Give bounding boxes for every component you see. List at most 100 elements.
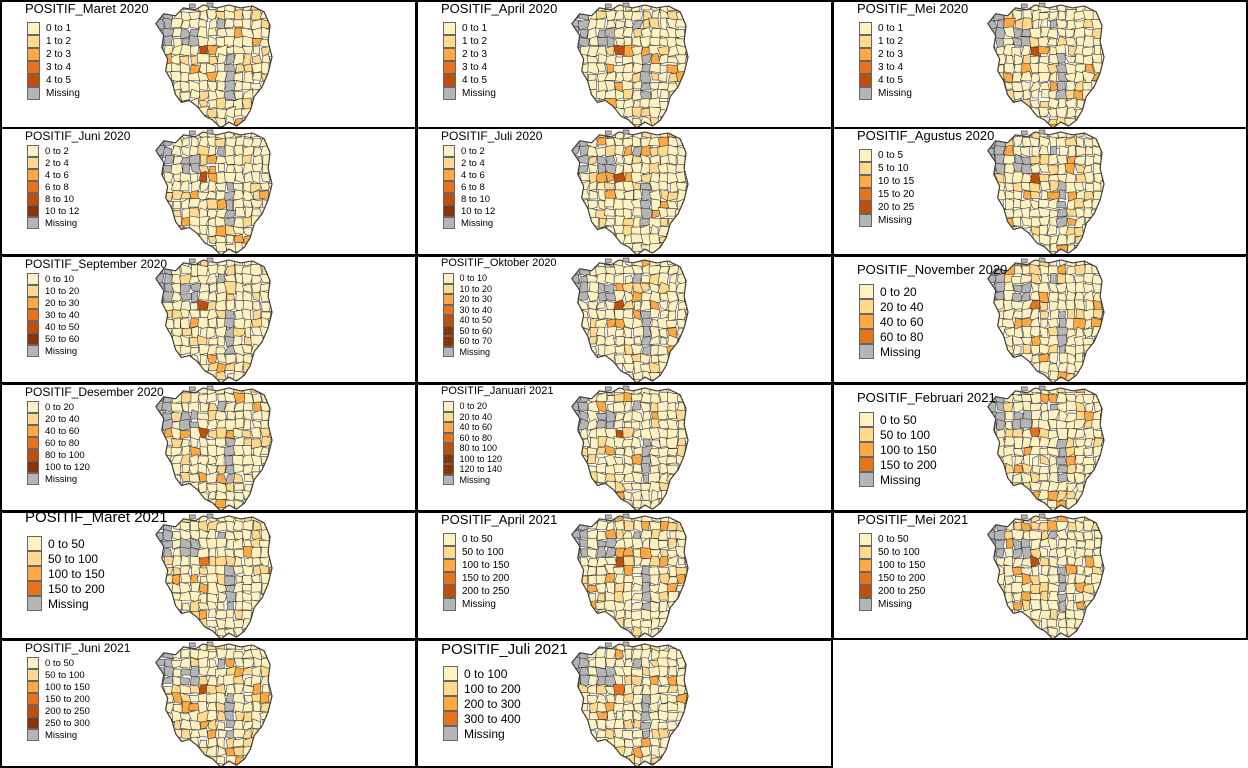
district-polygon bbox=[571, 259, 581, 266]
district-polygon bbox=[1013, 436, 1024, 449]
district-polygon bbox=[571, 344, 583, 355]
district-polygon bbox=[684, 71, 689, 84]
district-polygon bbox=[994, 26, 1006, 40]
district-polygon bbox=[677, 643, 688, 650]
legend-swatch bbox=[443, 205, 455, 217]
district-polygon bbox=[1099, 498, 1105, 510]
district-polygon bbox=[987, 446, 998, 458]
district-polygon bbox=[145, 36, 154, 46]
legend-swatch-missing bbox=[443, 598, 456, 611]
district-polygon bbox=[155, 80, 163, 92]
district-polygon bbox=[180, 555, 190, 567]
choropleth-map bbox=[987, 257, 1105, 382]
district-polygon bbox=[179, 756, 192, 766]
district-polygon bbox=[586, 500, 600, 510]
district-polygon bbox=[571, 343, 574, 356]
district-polygon bbox=[648, 17, 660, 30]
district-polygon bbox=[561, 189, 571, 200]
district-polygon bbox=[172, 567, 182, 575]
district-polygon bbox=[162, 364, 175, 372]
district-polygon bbox=[571, 335, 581, 348]
district-polygon bbox=[162, 372, 173, 382]
district-polygon bbox=[269, 72, 273, 84]
district-polygon bbox=[155, 409, 157, 423]
district-polygon bbox=[155, 628, 166, 637]
district-polygon bbox=[987, 556, 989, 568]
district-polygon bbox=[1101, 282, 1105, 293]
district-polygon bbox=[623, 718, 634, 730]
district-polygon bbox=[1100, 600, 1105, 612]
legend-item: 10 to 12 bbox=[27, 205, 79, 217]
district-polygon bbox=[1085, 489, 1095, 502]
district-polygon bbox=[189, 665, 200, 677]
district-polygon bbox=[145, 591, 154, 603]
district-polygon bbox=[630, 171, 644, 184]
district-polygon bbox=[622, 88, 634, 100]
district-polygon bbox=[993, 116, 1007, 127]
legend-item: 0 to 5 bbox=[859, 149, 914, 162]
district-polygon bbox=[270, 539, 273, 551]
district-polygon bbox=[172, 241, 184, 254]
district-polygon bbox=[1084, 242, 1094, 254]
district-polygon bbox=[155, 336, 157, 346]
district-polygon bbox=[155, 531, 164, 542]
district-polygon bbox=[259, 108, 273, 117]
district-polygon bbox=[1083, 273, 1096, 283]
district-polygon bbox=[207, 290, 218, 302]
district-polygon bbox=[1100, 334, 1105, 346]
district-polygon bbox=[987, 427, 990, 439]
district-polygon bbox=[162, 353, 174, 365]
legend-item: 4 to 6 bbox=[27, 169, 79, 181]
district-polygon bbox=[178, 293, 192, 301]
map-area bbox=[145, 513, 275, 638]
legend-label: 30 to 40 bbox=[459, 304, 493, 315]
district-polygon bbox=[224, 576, 236, 586]
district-polygon bbox=[180, 316, 190, 330]
district-polygon bbox=[1039, 447, 1050, 456]
district-polygon bbox=[1003, 62, 1016, 74]
district-polygon bbox=[1101, 53, 1105, 66]
district-polygon bbox=[198, 515, 210, 524]
map-area bbox=[561, 2, 691, 127]
legend-label-missing: Missing bbox=[459, 346, 491, 357]
district-polygon bbox=[587, 537, 599, 551]
district-polygon bbox=[571, 225, 573, 238]
legend-label: 200 to 250 bbox=[45, 705, 90, 717]
map-panel: POSITIF_April 2021 0 to 50 50 to 100 100 to… bbox=[416, 511, 833, 640]
district-polygon bbox=[685, 198, 689, 210]
map-area bbox=[145, 385, 275, 510]
district-polygon bbox=[270, 116, 273, 127]
district-polygon bbox=[155, 198, 166, 211]
map-panel: POSITIF_Desember 2020 0 to 20 20 to 40 40 t… bbox=[0, 383, 417, 512]
district-polygon bbox=[615, 529, 624, 540]
legend-item: 0 to 100 bbox=[443, 666, 521, 681]
legend-item: 0 to 20 bbox=[443, 401, 502, 412]
district-polygon bbox=[252, 372, 263, 382]
legend-label: 100 to 120 bbox=[459, 453, 503, 464]
district-polygon bbox=[259, 259, 272, 266]
district-polygon bbox=[623, 490, 632, 502]
district-polygon bbox=[613, 392, 626, 403]
district-polygon bbox=[162, 718, 173, 732]
district-polygon bbox=[171, 582, 182, 593]
district-polygon bbox=[1056, 200, 1067, 209]
district-polygon bbox=[562, 385, 570, 394]
district-polygon bbox=[667, 370, 678, 382]
district-polygon bbox=[145, 764, 153, 768]
district-polygon bbox=[1073, 370, 1085, 382]
district-polygon bbox=[155, 242, 157, 254]
district-polygon bbox=[571, 227, 581, 238]
legend-label-missing: Missing bbox=[878, 599, 912, 610]
legend-item: 50 to 100 bbox=[27, 669, 90, 681]
district-polygon bbox=[686, 746, 689, 758]
district-polygon bbox=[571, 62, 573, 75]
legend-swatch-missing bbox=[27, 87, 40, 100]
district-polygon bbox=[268, 233, 273, 246]
district-polygon bbox=[145, 609, 153, 621]
district-polygon bbox=[1020, 146, 1031, 158]
district-polygon bbox=[676, 737, 689, 748]
district-polygon bbox=[571, 73, 581, 82]
district-polygon bbox=[268, 647, 273, 661]
district-polygon bbox=[155, 63, 164, 74]
